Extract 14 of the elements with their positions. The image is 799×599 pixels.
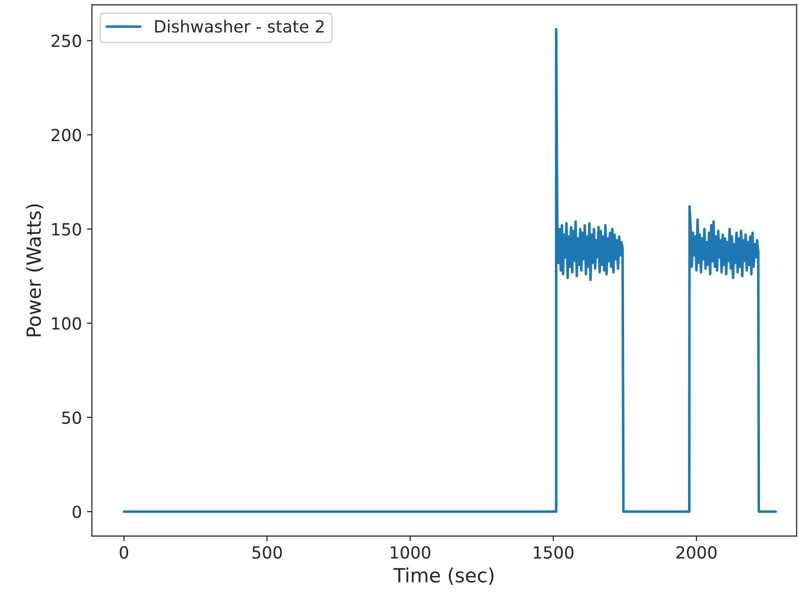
- y-tick-label: 250: [52, 34, 82, 48]
- x-tick-label: 0: [120, 546, 128, 559]
- x-tick-label: 1500: [534, 546, 574, 559]
- y-tick-label: 150: [52, 222, 82, 236]
- y-tick-label: 200: [52, 128, 82, 142]
- y-tick-label: 0: [72, 506, 82, 518]
- x-axis-title: Time (sec): [393, 568, 494, 585]
- y-tick-label: 100: [52, 317, 82, 330]
- y-axis-title: Power (Watts): [26, 204, 44, 336]
- x-tick-label: 500: [252, 546, 282, 559]
- legend-label: Dishwasher - state 2: [155, 20, 324, 33]
- x-tick-label: 2000: [676, 546, 717, 559]
- x-tick-label: 1000: [390, 546, 430, 559]
- y-tick-label: 50: [62, 411, 82, 424]
